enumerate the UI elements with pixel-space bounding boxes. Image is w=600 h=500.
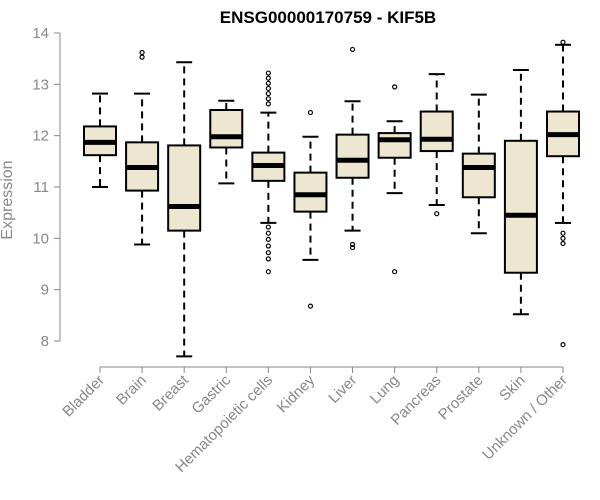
box-pancreas	[419, 73, 454, 217]
x-tick-label: Lung	[367, 372, 403, 408]
outlier-point	[265, 243, 271, 249]
outlier-point	[265, 96, 271, 102]
x-tick-label: Prostate	[435, 372, 487, 424]
x-tick-label: Brain	[113, 372, 150, 409]
y-tick-label: 13	[32, 76, 49, 93]
outlier-point	[265, 75, 271, 81]
y-tick-label: 9	[41, 282, 49, 299]
box-skin	[503, 68, 538, 316]
outlier-point	[560, 230, 566, 236]
iqr-box	[503, 139, 538, 274]
plot-area	[83, 39, 580, 358]
outlier-point	[265, 80, 271, 86]
outlier-point	[265, 269, 271, 275]
outlier-point	[307, 109, 314, 116]
iqr-box	[167, 144, 202, 232]
chart-title: ENSG00000170759 - KIF5B	[220, 8, 436, 27]
iqr-box	[377, 132, 412, 159]
y-tick-label: 10	[32, 230, 49, 247]
box-prostate	[461, 93, 496, 235]
box-unknown-other	[546, 39, 580, 348]
outlier-point	[139, 49, 145, 56]
y-tick-label: 8	[41, 333, 49, 350]
iqr-box	[461, 152, 496, 199]
box-liver	[335, 46, 370, 251]
box-kidney	[293, 109, 328, 309]
outlier-point	[349, 241, 356, 248]
box-bladder	[83, 92, 117, 188]
x-tick-label: Kidney	[274, 371, 319, 416]
iqr-box	[209, 109, 244, 149]
outlier-point	[265, 230, 271, 236]
box-breast	[167, 61, 202, 358]
iqr-box	[293, 171, 328, 213]
outlier-point	[434, 211, 440, 217]
y-tick-label: 11	[33, 179, 49, 196]
outlier-point	[265, 90, 271, 97]
outlier-point	[265, 70, 271, 76]
outlier-point	[560, 341, 566, 348]
outlier-point	[560, 240, 566, 247]
box-brain	[125, 49, 160, 246]
outlier-point	[392, 269, 398, 275]
outlier-point	[265, 250, 271, 256]
outlier-point	[349, 244, 356, 251]
box-lung	[377, 84, 412, 275]
outlier-point	[560, 39, 566, 45]
outlier-point	[265, 85, 271, 92]
box-gastric	[209, 99, 244, 185]
outlier-point	[349, 46, 356, 53]
x-tick-label: Bladder	[59, 372, 108, 421]
outlier-point	[560, 235, 566, 241]
outlier-point	[265, 224, 271, 230]
outlier-point	[265, 101, 271, 107]
box-hematopoietic-cells	[251, 70, 286, 275]
outlier-point	[265, 256, 271, 262]
outlier-point	[307, 303, 314, 309]
y-tick-label: 14	[32, 25, 49, 42]
iqr-box	[335, 133, 370, 179]
outlier-point	[265, 236, 271, 242]
y-axis: 8 9 10 11 12 13 14	[32, 25, 61, 350]
iqr-box	[419, 110, 454, 153]
x-tick-label: Skin	[496, 372, 529, 405]
y-tick-label: 12	[32, 128, 49, 145]
y-axis-label: Expression	[0, 160, 16, 239]
x-tick-label: Breast	[149, 371, 192, 414]
outlier-point	[392, 84, 398, 90]
outlier-point	[139, 54, 145, 60]
x-tick-label: Liver	[325, 372, 360, 407]
